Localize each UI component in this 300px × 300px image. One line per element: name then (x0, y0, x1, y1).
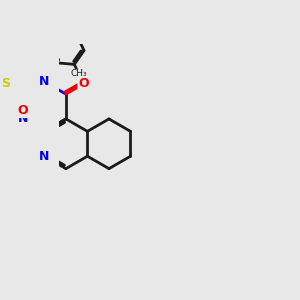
Text: CH₃: CH₃ (70, 69, 87, 78)
Text: O: O (18, 104, 28, 117)
Text: N: N (39, 150, 50, 163)
Text: N: N (39, 75, 50, 88)
Text: N: N (18, 112, 28, 125)
Text: O: O (78, 77, 89, 90)
Text: S: S (1, 77, 10, 90)
